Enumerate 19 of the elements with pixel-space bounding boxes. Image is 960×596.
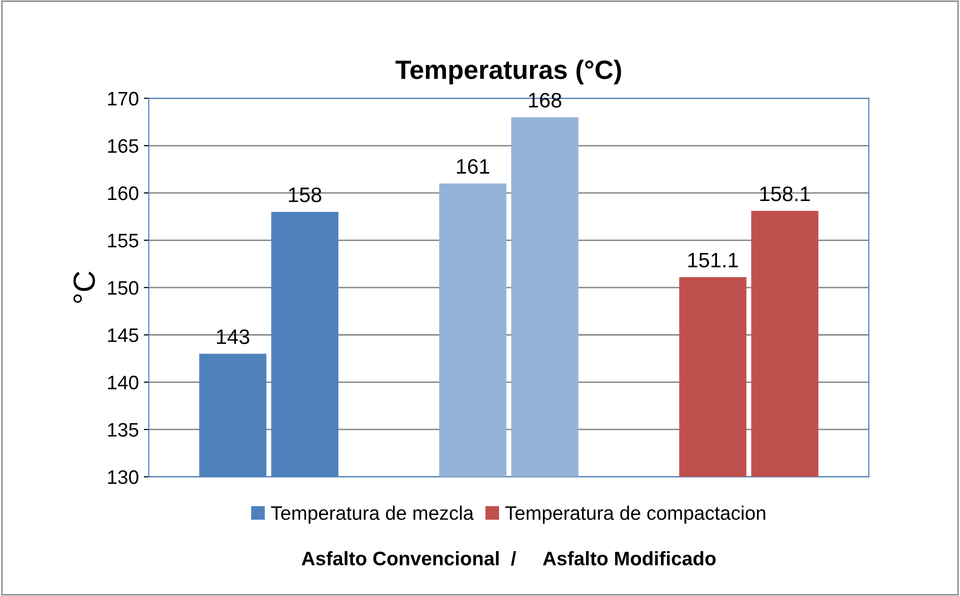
y-tick-label: 160 bbox=[108, 186, 138, 200]
legend-label: Temperatura de mezcla bbox=[271, 506, 474, 524]
x-axis-title: Asfalto Convencional / Asfalto Modificado bbox=[302, 551, 716, 566]
data-label: 158.1 bbox=[760, 186, 810, 202]
y-tick-label: 145 bbox=[108, 328, 138, 342]
y-tick-label: 170 bbox=[108, 92, 138, 106]
y-axis-title: °C bbox=[73, 272, 96, 303]
y-tick-label: 150 bbox=[108, 281, 138, 295]
data-label: 161 bbox=[457, 159, 490, 174]
data-label: 158 bbox=[289, 187, 322, 202]
legend-label: Temperatura de compactacion bbox=[505, 506, 766, 524]
y-tick-label: 130 bbox=[108, 470, 138, 484]
y-tick-label: 165 bbox=[108, 139, 138, 153]
y-tick-label: 155 bbox=[108, 234, 138, 248]
chart-title: Temperaturas (°C) bbox=[396, 60, 622, 84]
data-label: 151.1 bbox=[688, 252, 738, 268]
y-tick-label: 135 bbox=[108, 422, 138, 437]
data-label: 143 bbox=[217, 329, 250, 344]
y-tick-label: 140 bbox=[108, 376, 138, 390]
